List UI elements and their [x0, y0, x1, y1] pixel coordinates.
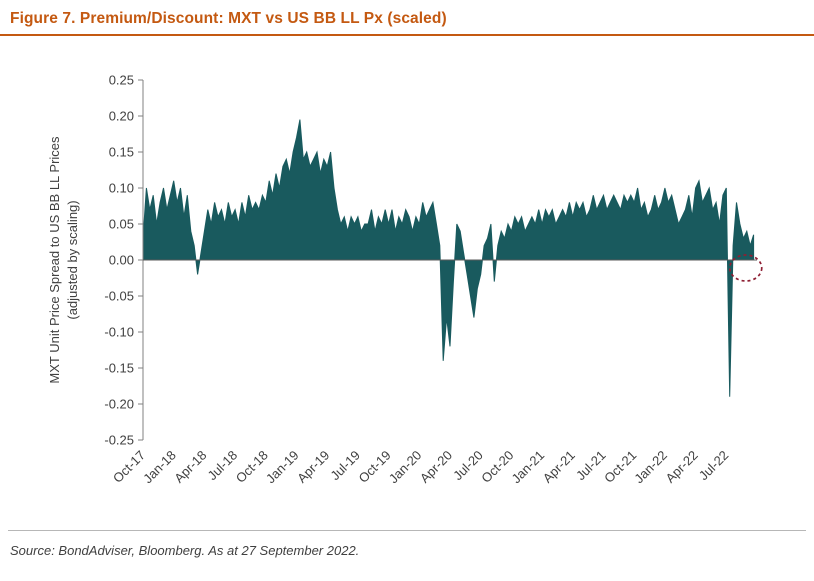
highlight-ellipse-annotation	[728, 254, 763, 282]
y-tick-label: -0.15	[104, 361, 134, 376]
x-tick-label: Apr-20	[417, 448, 455, 486]
y-tick-label: 0.05	[109, 217, 134, 232]
y-tick-label: -0.05	[104, 289, 134, 304]
y-tick-label: 0.25	[109, 73, 134, 88]
y-tick-label: 0.00	[109, 253, 134, 268]
x-tick-label: Apr-22	[663, 448, 701, 486]
x-tick-label: Oct-20	[478, 448, 516, 486]
x-tick-label: Oct-21	[601, 448, 639, 486]
x-tick-label: Apr-19	[294, 448, 332, 486]
x-tick-label: Oct-18	[233, 448, 271, 486]
x-tick-label: Jul-22	[696, 448, 732, 484]
x-tick-label: Oct-17	[110, 448, 148, 486]
x-tick-label: Oct-19	[356, 448, 394, 486]
area-chart-svg: 0.25 0.20 0.15 0.10 0.05 0.00 -0.05 -0.10 -0.15 -…	[104, 73, 763, 487]
x-tick-label: Jan-20	[386, 448, 425, 487]
y-tick-label: -0.25	[104, 433, 134, 448]
x-tick-label: Apr-21	[540, 448, 578, 486]
x-tick-label: Jan-22	[631, 448, 670, 487]
figure-footer: Source: BondAdviser, Bloomberg. As at 27…	[8, 530, 806, 558]
chart-area: MXT Unit Price Spread to US BB LL Prices…	[0, 36, 814, 530]
source-note: Source: BondAdviser, Bloomberg. As at 27…	[10, 543, 360, 558]
figure-header: Figure 7. Premium/Discount: MXT vs US BB…	[0, 0, 814, 36]
x-tick-label: Jan-21	[509, 448, 548, 487]
x-tick-label: Jan-18	[140, 448, 179, 487]
y-tick-label: 0.15	[109, 145, 134, 160]
y-tick-label: 0.10	[109, 181, 134, 196]
y-tick-label: -0.20	[104, 397, 134, 412]
y-tick-label: -0.10	[104, 325, 134, 340]
x-tick-label: Apr-18	[171, 448, 209, 486]
figure-title: Figure 7. Premium/Discount: MXT vs US BB…	[10, 10, 447, 27]
x-tick-label: Jan-19	[263, 448, 302, 487]
y-tick-label: 0.20	[109, 109, 134, 124]
premium-discount-area-series	[142, 119, 755, 397]
